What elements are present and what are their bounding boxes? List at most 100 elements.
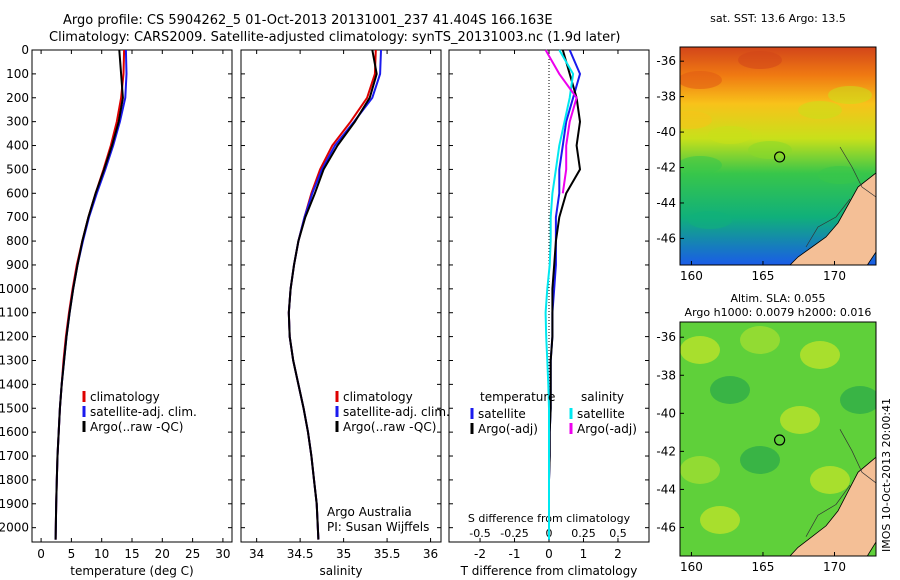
y-tick-label: 800 <box>6 234 29 248</box>
sst-texture-patch <box>680 111 712 129</box>
legend-label: Argo(..raw -QC) <box>343 420 436 434</box>
sla-map-subtitle: Argo h1000: 0.0079 h2000: 0.016 <box>685 306 872 319</box>
y-tick-label: 200 <box>6 91 29 105</box>
map-lat-label: -40 <box>656 125 676 139</box>
sla-texture-patch <box>740 446 780 474</box>
sst-texture-patch <box>708 126 752 144</box>
legend-label: satellite <box>478 407 526 421</box>
annotation-line: PI: Susan Wijffels <box>327 520 429 534</box>
series-line-satellite-adj-clim- <box>287 49 382 540</box>
sla-texture-patch <box>810 466 850 494</box>
map-lon-label: 165 <box>752 560 775 574</box>
y-tick-label: 500 <box>6 162 29 176</box>
map-lat-label: -42 <box>656 161 676 175</box>
y-tick-label: 1700 <box>0 449 29 463</box>
legend-label: Argo(-adj) <box>577 422 637 436</box>
map-lon-label: 170 <box>823 269 846 283</box>
secondary-tick-label: -0.5 <box>469 527 490 540</box>
series-line-argo-raw-qc- <box>54 49 124 540</box>
south-island-landmass <box>789 456 876 556</box>
argo-position-marker <box>774 151 786 163</box>
x-tick-label: 5 <box>68 547 76 561</box>
sst-texture-patch <box>818 166 862 184</box>
x-tick-label: 0 <box>545 547 553 561</box>
x-tick-label: 35.5 <box>374 547 401 561</box>
bathymetry-contour <box>839 429 876 484</box>
series-line-climatology <box>54 49 126 540</box>
legend-label: climatology <box>343 390 413 404</box>
x-tick-label: 20 <box>155 547 170 561</box>
x-tick-label: 15 <box>124 547 139 561</box>
sst-texture-patch <box>688 211 732 229</box>
y-tick-label: 1200 <box>0 330 29 344</box>
y-tick-label: 900 <box>6 258 29 272</box>
sla-texture-patch <box>740 326 780 354</box>
figure-title-line2: Climatology: CARS2009. Satellite-adjuste… <box>49 30 621 45</box>
legend-title-salinity: salinity <box>581 390 624 404</box>
bathymetry-contour <box>805 198 851 248</box>
sst-texture-patch <box>738 51 782 69</box>
x-tick-label: 10 <box>94 547 109 561</box>
x-tick-label: 1 <box>580 547 588 561</box>
sla-texture-patch <box>680 456 720 484</box>
profile-panel-2: 34 34.5 35 35.5 36 salinity climatologysatelli… <box>240 49 450 578</box>
map-lat-label: -36 <box>656 330 676 344</box>
secondary-tick-label: 0.25 <box>571 527 596 540</box>
sla-texture-patch <box>840 386 876 414</box>
map-lon-label: 160 <box>680 269 703 283</box>
series-line-climatology <box>287 49 377 540</box>
sla-texture-patch <box>680 336 720 364</box>
map-lon-label: 165 <box>752 269 775 283</box>
sla-texture-patch <box>700 506 740 534</box>
secondary-tick-label: -0.25 <box>500 527 528 540</box>
x-tick-label: 25 <box>185 547 200 561</box>
sla-map-title: Altim. SLA: 0.055 <box>730 292 825 305</box>
x-axis-label: salinity <box>319 564 362 578</box>
y-tick-label: 400 <box>6 139 29 153</box>
legend-label: Argo(-adj) <box>478 422 538 436</box>
x-axis-label: T difference from climatology <box>460 564 638 578</box>
y-tick-label: 1300 <box>0 353 29 367</box>
y-tick-label: 1000 <box>0 282 29 296</box>
map-lat-label: -42 <box>656 444 676 458</box>
y-tick-label: 1800 <box>0 473 29 487</box>
map-lat-label: -38 <box>656 90 676 104</box>
series-line-argo-raw-qc- <box>287 49 378 540</box>
series-line-s-argo-adj- <box>544 49 578 194</box>
legend-label: Argo(..raw -QC) <box>90 420 183 434</box>
legend-label: satellite-adj. clim. <box>343 405 450 419</box>
argo-position-marker <box>774 434 786 446</box>
map-frame <box>679 46 877 266</box>
legend-label: climatology <box>90 390 160 404</box>
map-lat-label: -36 <box>656 54 676 68</box>
y-tick-label: 600 <box>6 186 29 200</box>
y-tick-label: 300 <box>6 115 29 129</box>
secondary-tick-label: 0.5 <box>609 527 627 540</box>
bathymetry-contour <box>839 146 876 198</box>
y-tick-label: 2000 <box>0 521 29 535</box>
x-tick-label: 34.5 <box>287 547 314 561</box>
x-tick-label: -2 <box>474 547 486 561</box>
sst-texture-patch <box>828 86 872 104</box>
y-tick-label: 0 <box>21 43 29 57</box>
map-lon-label: 160 <box>680 560 703 574</box>
panel-frame <box>31 49 233 543</box>
x-tick-label: 34 <box>249 547 264 561</box>
map-lat-label: -44 <box>656 196 676 210</box>
map-lat-label: -46 <box>656 520 676 534</box>
x-tick-label: 2 <box>614 547 622 561</box>
sla-texture-patch <box>780 406 820 434</box>
bathymetry-contour <box>805 484 851 537</box>
y-tick-label: 1500 <box>0 401 29 415</box>
y-tick-label: 700 <box>6 210 29 224</box>
map-lat-label: -40 <box>656 406 676 420</box>
y-tick-label: 1600 <box>0 425 29 439</box>
map-lat-label: -38 <box>656 368 676 382</box>
x-tick-label: 0 <box>37 547 45 561</box>
sst-texture-patch <box>798 101 842 119</box>
annotation-line: Argo Australia <box>327 505 412 519</box>
sst-map: sat. SST: 13.6 Argo: 13.5 160 165 170 -36 -38… <box>656 12 877 283</box>
